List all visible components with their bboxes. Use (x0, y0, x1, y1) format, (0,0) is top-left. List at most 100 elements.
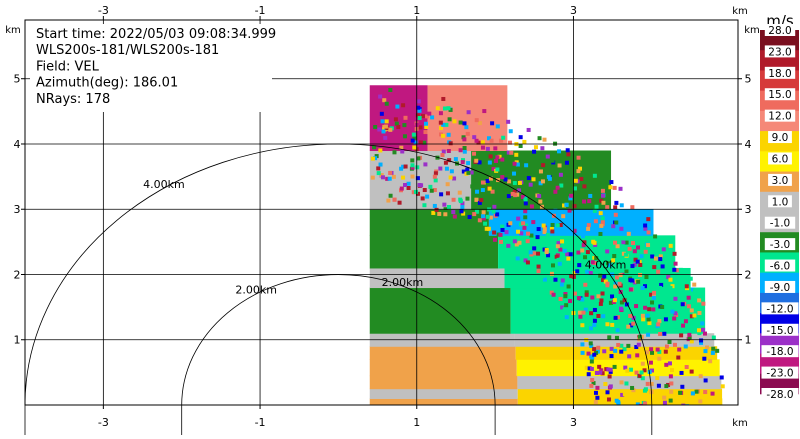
y-tick-label-left: 4 (14, 138, 21, 151)
field-noise-cell (437, 211, 442, 216)
field-noise-cell (373, 156, 378, 161)
field-noise-cell (502, 196, 507, 201)
field-noise-cell (488, 176, 493, 181)
field-noise-cell (609, 313, 614, 318)
colorbar-label: 18.0 (768, 68, 791, 80)
field-noise-cell (431, 210, 436, 215)
field-noise-cell (460, 158, 465, 163)
field-noise-cell (402, 123, 407, 128)
field-noise-cell (515, 256, 520, 261)
field-noise-cell (628, 367, 633, 372)
field-noise-cell (498, 232, 503, 237)
field-noise-cell (625, 368, 630, 373)
x-tick-label-bottom: -1 (255, 416, 266, 429)
field-noise-cell (439, 192, 444, 197)
field-noise-cell (422, 140, 427, 145)
field-noise-cell (495, 124, 500, 129)
field-noise-cell (515, 162, 520, 167)
colorbar-label: 6.0 (772, 153, 789, 165)
field-noise-cell (702, 331, 707, 336)
y-tick-label-right: 2 (745, 268, 752, 281)
field-noise-cell (492, 230, 497, 235)
field-noise-cell (586, 223, 591, 228)
field-noise-cell (504, 193, 509, 198)
field-noise-cell (603, 382, 608, 387)
colorbar-label-bg (764, 24, 796, 36)
field-noise-cell (600, 291, 605, 296)
field-noise-cell (592, 208, 597, 213)
field-noise-cell (575, 269, 580, 274)
field-noise-cell (579, 176, 584, 181)
field-noise-cell (641, 317, 646, 322)
field-noise-cell (613, 348, 618, 353)
field-noise-cell (612, 364, 617, 369)
field-noise-cell (399, 96, 404, 101)
field-noise-cell (630, 205, 635, 210)
field-noise-cell (634, 304, 639, 309)
field-noise-cell (489, 138, 494, 143)
field-noise-cell (698, 399, 703, 404)
field-noise-cell (392, 150, 397, 155)
field-noise-cell (515, 192, 520, 197)
field-noise-cell (631, 321, 636, 326)
colorbar-label: 9.0 (772, 132, 789, 144)
field-noise-cell (523, 209, 528, 214)
field-noise-cell (577, 263, 582, 268)
field-noise-cell (640, 313, 645, 318)
field-noise-cell (531, 177, 536, 182)
field-noise-cell (699, 338, 704, 343)
field-noise-cell (689, 308, 694, 313)
field-noise-cell (504, 230, 509, 235)
field-noise-cell (536, 269, 541, 274)
field-noise-cell (681, 403, 686, 405)
colorbar-label: 15.0 (768, 89, 791, 101)
range-ring-label: 2.00km (235, 283, 277, 296)
field-noise-cell (514, 242, 519, 247)
field-noise-cell (492, 204, 497, 209)
field-noise-cell (550, 263, 555, 268)
field-noise-cell (650, 350, 655, 355)
field-noise-cell (689, 314, 694, 319)
field-noise-cell (615, 244, 620, 249)
field-noise-cell (459, 209, 464, 214)
field-noise-cell (465, 167, 470, 172)
field-noise-cell (384, 101, 389, 106)
field-noise-cell (622, 298, 627, 303)
field-noise-cell (480, 188, 485, 193)
field-noise-cell (678, 390, 683, 395)
field-band-right (427, 85, 508, 152)
field-noise-cell (512, 239, 517, 244)
field-noise-cell (399, 166, 404, 171)
field-noise-cell (684, 284, 689, 289)
field-noise-cell (480, 140, 485, 145)
field-band-left (369, 359, 517, 377)
field-noise-cell (501, 135, 506, 140)
field-noise-cell (544, 250, 549, 255)
field-noise-cell (677, 347, 682, 352)
colorbar-label: 28.0 (768, 25, 791, 37)
field-noise-cell (592, 173, 597, 178)
field-noise-cell (540, 274, 545, 279)
field-noise-cell (523, 258, 528, 263)
field-noise-cell (626, 343, 631, 348)
field-noise-cell (590, 377, 595, 382)
field-noise-cell (648, 360, 653, 365)
colorbar-label-bg (764, 109, 796, 122)
field-noise-cell (556, 257, 561, 262)
colorbar-label-bg (761, 345, 799, 358)
field-noise-cell (698, 374, 703, 379)
field-noise-cell (551, 292, 556, 297)
field-noise-cell (445, 182, 450, 187)
field-noise-cell (388, 127, 393, 132)
field-noise-cell (462, 137, 467, 142)
field-noise-cell (600, 188, 605, 193)
field-noise-cell (582, 240, 587, 245)
field-noise-cell (666, 275, 671, 280)
field-noise-cell (572, 271, 577, 276)
field-noise-cell (607, 374, 612, 379)
field-noise-cell (636, 279, 641, 284)
field-noise-cell (572, 291, 577, 296)
field-noise-cell (661, 247, 666, 252)
field-noise-cell (477, 160, 482, 165)
field-noise-cell (540, 179, 545, 184)
